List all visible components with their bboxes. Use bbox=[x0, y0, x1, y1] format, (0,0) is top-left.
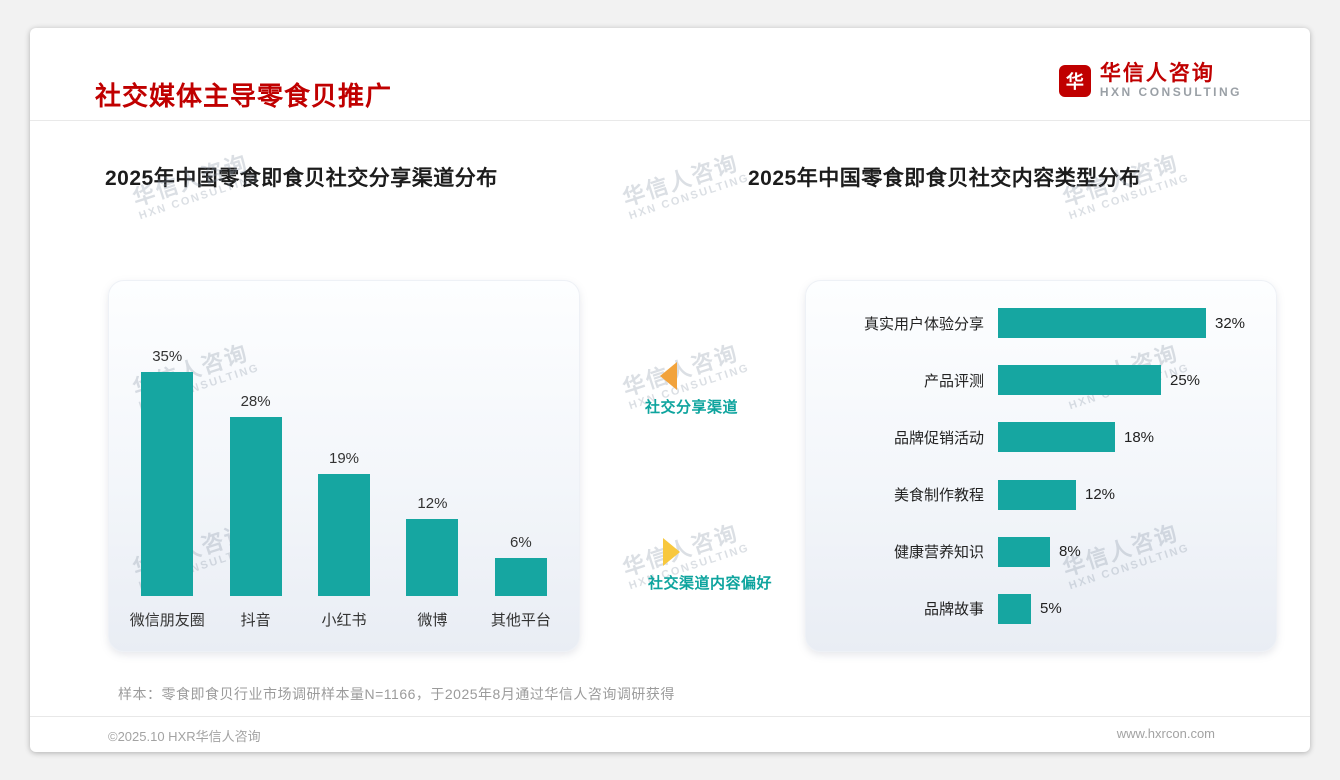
bar-column: 28% 抖音 bbox=[211, 393, 299, 629]
bar-row: 健康营养知识 8% bbox=[818, 532, 1264, 572]
bar-value-label: 12% bbox=[417, 495, 448, 512]
header-divider bbox=[30, 120, 1310, 121]
bar-value-label: 18% bbox=[1124, 428, 1155, 446]
bar-value-label: 19% bbox=[329, 450, 360, 467]
bar bbox=[998, 536, 1050, 567]
bar bbox=[494, 558, 547, 596]
bar-value-label: 28% bbox=[240, 393, 271, 410]
bar-category-label: 美食制作教程 bbox=[893, 487, 984, 505]
mid-label-share-channels: 社交分享渠道 bbox=[644, 399, 738, 416]
bar bbox=[998, 308, 1206, 338]
page-title: 社交媒体主导零食贝推广 bbox=[95, 81, 393, 111]
bar-row: 品牌故事 5% bbox=[818, 589, 1264, 629]
panel-share-channels: 35% 微信朋友圈 28% 抖音 19% 小红书 12% 微博 6% 其他平台 bbox=[108, 280, 580, 652]
bar bbox=[998, 479, 1076, 510]
sample-footnote: 样本：零食即食贝行业市场调研样本量N=1166，于2025年8月通过华信人咨询调… bbox=[118, 686, 675, 702]
bar-category-label: 微信朋友圈 bbox=[129, 612, 205, 629]
mid-label-content-preference: 社交渠道内容偏好 bbox=[647, 575, 772, 592]
bar-row: 美食制作教程 12% bbox=[818, 475, 1264, 515]
bar-column: 35% 微信朋友圈 bbox=[123, 348, 211, 629]
bar bbox=[998, 593, 1031, 624]
watermark-cn: 华信人咨询 bbox=[619, 339, 742, 401]
bar-value-label: 6% bbox=[509, 534, 532, 551]
bar-category-label: 品牌促销活动 bbox=[893, 429, 984, 447]
chart-title-left: 2025年中国零食即食贝社交分享渠道分布 bbox=[105, 167, 498, 190]
footer-divider bbox=[30, 716, 1310, 717]
bar-row: 真实用户体验分享 32% bbox=[818, 303, 1264, 343]
arrow-right-icon bbox=[663, 538, 680, 566]
bar bbox=[406, 519, 459, 596]
brand-logo-text: 华信人咨询 HXN CONSULTING bbox=[1100, 62, 1242, 100]
horizontal-bar-chart: 真实用户体验分享 32% 产品评测 25% 品牌促销活动 18% 美食制作教程 12% 健康营养… bbox=[818, 303, 1264, 629]
footer-copyright: ©2025.10 HXR华信人咨询 bbox=[108, 729, 261, 744]
bar-category-label: 抖音 bbox=[240, 612, 271, 629]
bar bbox=[318, 474, 371, 596]
bar-category-label: 微博 bbox=[417, 612, 448, 629]
bar-category-label: 健康营养知识 bbox=[893, 544, 984, 562]
bar-row: 产品评测 25% bbox=[818, 360, 1264, 400]
bar-value-label: 35% bbox=[152, 348, 183, 365]
bar-category-label: 品牌故事 bbox=[923, 601, 984, 619]
bar bbox=[998, 365, 1161, 396]
bar-category-label: 小红书 bbox=[321, 612, 367, 629]
brand-logo-icon: 华 bbox=[1058, 64, 1091, 97]
bar-column: 12% 微博 bbox=[388, 495, 476, 629]
bar-value-label: 5% bbox=[1040, 600, 1062, 618]
arrow-left-icon bbox=[660, 362, 677, 390]
brand-logo: 华 华信人咨询 HXN CONSULTING bbox=[1058, 62, 1242, 100]
chart-title-right: 2025年中国零食即食贝社交内容类型分布 bbox=[748, 167, 1141, 190]
panel-content-types: 真实用户体验分享 32% 产品评测 25% 品牌促销活动 18% 美食制作教程 12% 健康营养… bbox=[805, 280, 1277, 652]
bar-column: 6% 其他平台 bbox=[477, 534, 565, 629]
bar bbox=[229, 417, 282, 596]
footer-website: www.hxrcon.com bbox=[1116, 726, 1215, 741]
bar-category-label: 真实用户体验分享 bbox=[863, 315, 984, 333]
bar bbox=[141, 372, 194, 596]
slide-card: 社交媒体主导零食贝推广 华 华信人咨询 HXN CONSULTING 2025年… bbox=[30, 28, 1310, 752]
brand-name-cn: 华信人咨询 bbox=[1099, 62, 1215, 85]
watermark-en: HXN CONSULTING bbox=[627, 172, 752, 223]
bar-value-label: 8% bbox=[1059, 543, 1081, 561]
bar-value-label: 32% bbox=[1215, 314, 1246, 332]
vertical-bar-chart: 35% 微信朋友圈 28% 抖音 19% 小红书 12% 微博 6% 其他平台 bbox=[123, 305, 565, 629]
bar-row: 品牌促销活动 18% bbox=[818, 417, 1264, 457]
bar-value-label: 25% bbox=[1170, 371, 1201, 389]
bar-category-label: 产品评测 bbox=[923, 372, 984, 390]
watermark-cn: 华信人咨询 bbox=[619, 149, 742, 211]
bar-column: 19% 小红书 bbox=[300, 450, 388, 629]
bar-category-label: 其他平台 bbox=[490, 612, 551, 629]
bar bbox=[998, 422, 1115, 453]
brand-name-en: HXN CONSULTING bbox=[1099, 85, 1242, 100]
bar-value-label: 12% bbox=[1085, 486, 1116, 504]
